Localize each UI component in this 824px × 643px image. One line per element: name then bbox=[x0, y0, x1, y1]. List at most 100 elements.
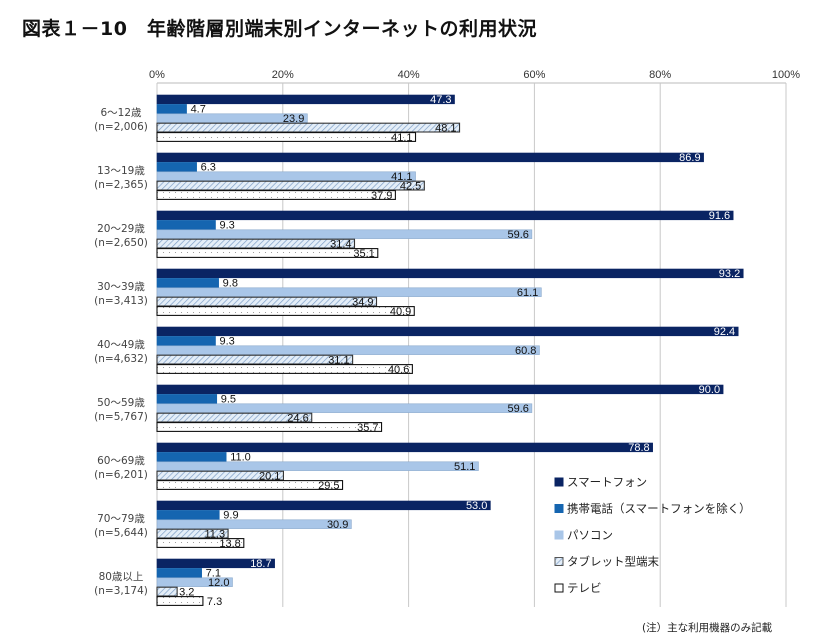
data-label: 11.3 bbox=[204, 528, 225, 540]
bar-2 bbox=[156, 162, 197, 172]
bar-4 bbox=[156, 180, 425, 191]
bar-5 bbox=[156, 538, 245, 548]
data-label: 20.1 bbox=[259, 470, 280, 482]
bar-5 bbox=[156, 132, 417, 142]
bar-1 bbox=[156, 94, 455, 105]
bar-4 bbox=[156, 296, 378, 307]
bar-1 bbox=[156, 326, 739, 337]
bar-1 bbox=[156, 442, 653, 453]
data-label: 41.1 bbox=[391, 171, 412, 183]
data-label: 40.6 bbox=[388, 364, 409, 376]
data-label: 51.1 bbox=[454, 461, 475, 473]
bar-4 bbox=[156, 122, 461, 133]
bar-3 bbox=[156, 403, 533, 413]
data-label: 31.4 bbox=[330, 238, 351, 250]
data-label: 86.9 bbox=[679, 152, 700, 164]
bar-1 bbox=[156, 500, 491, 511]
data-label: 13.8 bbox=[219, 538, 240, 550]
data-label: 29.5 bbox=[318, 480, 339, 492]
bar-5 bbox=[156, 190, 396, 200]
category-age-label: 6～12歳 bbox=[100, 107, 142, 119]
category-n-label: (n=2,006) bbox=[94, 121, 148, 133]
data-label: 35.7 bbox=[357, 422, 378, 434]
category-n-label: (n=2,365) bbox=[94, 179, 148, 191]
bar-5 bbox=[156, 422, 383, 432]
chart-title: 図表１－10 年齢階層別端末別インターネットの利用状況 bbox=[22, 18, 537, 40]
data-label: 24.6 bbox=[287, 412, 308, 424]
data-label: 93.2 bbox=[719, 268, 740, 280]
data-label: 53.0 bbox=[466, 500, 487, 512]
category-labels: 6～12歳 (n=2,006) 13～19歳 (n=2,365) 20～29歳 (n=2,… bbox=[94, 107, 148, 597]
category-age-label: 60～69歳 bbox=[97, 455, 145, 467]
bar-4 bbox=[156, 238, 356, 249]
bar-4 bbox=[156, 586, 178, 597]
data-label: 61.1 bbox=[517, 287, 538, 299]
x-axis-ticks: 0% 20% 40% 60% 80% 100% bbox=[149, 69, 800, 81]
bar-3 bbox=[156, 577, 233, 587]
legend-swatch bbox=[554, 530, 564, 540]
category-age-label: 80歳以上 bbox=[99, 571, 144, 583]
data-label: 41.1 bbox=[391, 132, 412, 144]
bar-5 bbox=[156, 364, 413, 374]
bar-2 bbox=[156, 452, 227, 462]
legend-label: スマートフォン bbox=[567, 475, 647, 489]
bar-3 bbox=[156, 345, 540, 355]
category-n-label: (n=5,644) bbox=[94, 527, 148, 539]
bar-3 bbox=[156, 287, 542, 297]
legend-swatch bbox=[554, 583, 564, 593]
data-label: 3.2 bbox=[179, 586, 194, 598]
category-n-label: (n=5,767) bbox=[94, 411, 148, 423]
data-label: 7.3 bbox=[207, 596, 222, 608]
x-tick-label: 100% bbox=[772, 69, 800, 81]
bar-2 bbox=[156, 336, 216, 346]
data-label: 18.7 bbox=[250, 558, 271, 570]
bar-5 bbox=[156, 248, 379, 258]
data-label: 30.9 bbox=[327, 519, 348, 531]
data-label: 59.6 bbox=[507, 403, 528, 415]
data-label: 31.1 bbox=[328, 354, 349, 366]
data-label: 9.8 bbox=[223, 278, 238, 290]
bar-4 bbox=[156, 354, 354, 365]
data-label: 35.1 bbox=[353, 248, 374, 260]
bar-2 bbox=[156, 220, 216, 230]
data-label: 42.5 bbox=[400, 180, 421, 192]
bar-1 bbox=[156, 558, 275, 569]
data-label: 12.0 bbox=[208, 577, 229, 589]
category-age-label: 20～29歳 bbox=[97, 223, 145, 235]
data-label: 60.8 bbox=[515, 345, 536, 357]
data-labels: 47.34.723.948.141.186.96.341.142.537.991… bbox=[179, 94, 740, 608]
bar-4 bbox=[156, 412, 313, 423]
footnote: (注）主な利用機器のみ記載 bbox=[642, 622, 773, 634]
bar-4 bbox=[156, 470, 284, 481]
legend-label: 携帯電話（スマートフォンを除く） bbox=[567, 502, 751, 516]
bar-4 bbox=[156, 528, 229, 539]
category-age-label: 70～79歳 bbox=[97, 513, 145, 525]
bar-3 bbox=[156, 519, 352, 529]
data-label: 9.5 bbox=[221, 394, 236, 406]
data-label: 9.9 bbox=[223, 510, 238, 522]
bar-1 bbox=[156, 210, 734, 221]
legend-swatch bbox=[554, 477, 564, 487]
data-label: 9.3 bbox=[219, 336, 234, 348]
legend-label: テレビ bbox=[567, 581, 602, 595]
bar-3 bbox=[156, 113, 308, 123]
data-label: 40.9 bbox=[390, 306, 411, 318]
data-label: 23.9 bbox=[283, 113, 304, 125]
category-age-label: 50～59歳 bbox=[97, 397, 145, 409]
data-label: 4.7 bbox=[191, 104, 206, 116]
bar-3 bbox=[156, 461, 479, 471]
category-n-label: (n=2,650) bbox=[94, 237, 148, 249]
bar-2 bbox=[156, 104, 187, 114]
category-age-label: 40～49歳 bbox=[97, 339, 145, 351]
data-label: 48.1 bbox=[435, 122, 456, 134]
legend-label: タブレット型端末 bbox=[567, 555, 659, 569]
bar-5 bbox=[156, 480, 344, 490]
data-label: 78.8 bbox=[628, 442, 649, 454]
bar-2 bbox=[156, 510, 220, 520]
data-label: 9.3 bbox=[219, 220, 234, 232]
category-n-label: (n=4,632) bbox=[94, 353, 148, 365]
legend-label: パソコン bbox=[567, 528, 613, 542]
bar-3 bbox=[156, 229, 533, 239]
